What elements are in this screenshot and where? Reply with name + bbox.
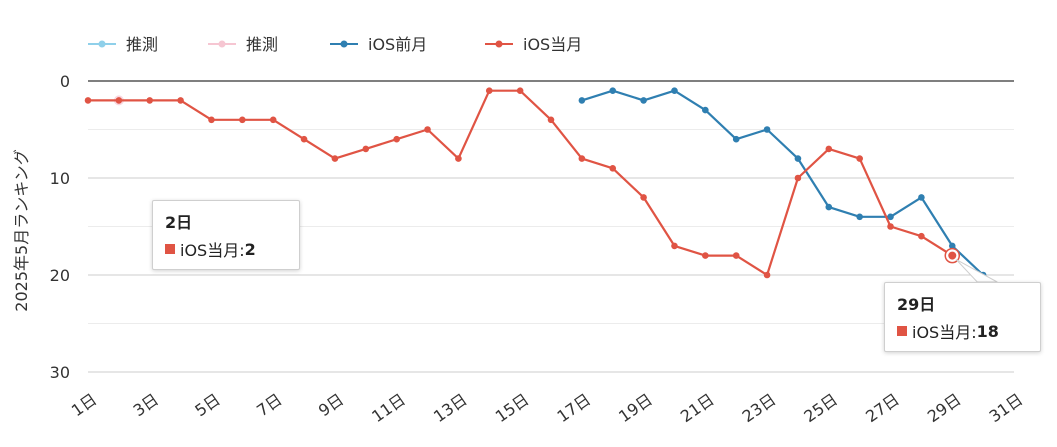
- data-point: [918, 194, 925, 201]
- legend-swatch-marker: [98, 40, 106, 48]
- x-tick-label: 7日: [253, 390, 285, 421]
- data-point: [362, 145, 370, 153]
- x-tick-label: 21日: [677, 390, 718, 426]
- x-tick-label: 23日: [739, 390, 780, 426]
- x-tick-label: 11日: [368, 390, 409, 426]
- data-point: [115, 97, 123, 104]
- y-axis-title: 2025年5月ランキング: [12, 149, 31, 311]
- tooltip-pointer: [955, 259, 998, 283]
- data-point: [918, 232, 925, 240]
- legend-label: iOS当月: [523, 35, 582, 54]
- data-point: [177, 97, 184, 104]
- tooltip-title: 29日: [897, 295, 936, 314]
- data-point: [208, 116, 215, 124]
- data-point: [794, 174, 802, 182]
- legend-label: 推測: [126, 35, 158, 54]
- x-tick-label: 13日: [430, 390, 471, 426]
- x-tick-label: 31日: [986, 390, 1027, 426]
- legend-label: 推測: [246, 35, 278, 54]
- data-point: [424, 126, 431, 133]
- legend-swatch-marker: [218, 40, 226, 48]
- data-point: [671, 87, 678, 94]
- y-tick-label: 0: [60, 72, 70, 91]
- data-point: [84, 97, 92, 104]
- data-point: [640, 97, 647, 104]
- x-tick-label: 5日: [191, 390, 223, 421]
- y-tick-label: 20: [50, 266, 70, 285]
- tooltip-value: 18: [976, 321, 999, 341]
- data-point: [455, 155, 462, 162]
- data-point: [578, 155, 586, 162]
- data-point: [702, 252, 709, 259]
- x-tick-label: 1日: [68, 390, 100, 421]
- data-point: [609, 165, 617, 172]
- x-tick-label: 25日: [800, 390, 841, 426]
- data-point: [763, 126, 771, 133]
- tooltip-day-2: 2日 iOS当月: 2: [152, 200, 300, 270]
- tooltip-series-label: iOS当月:: [912, 323, 977, 342]
- x-tick-label: 9日: [315, 390, 347, 421]
- data-point: [887, 213, 894, 221]
- legend-label: iOS前月: [368, 35, 427, 54]
- tooltip-row: iOS当月: 18: [897, 319, 1028, 343]
- data-point: [331, 155, 339, 162]
- data-point: [239, 116, 246, 124]
- x-tick-label: 27日: [862, 390, 903, 426]
- data-point: [856, 213, 863, 221]
- tooltip-title: 2日: [165, 213, 193, 232]
- y-tick-label: 30: [50, 363, 70, 382]
- data-point: [856, 155, 863, 162]
- data-point: [763, 271, 771, 279]
- x-tick-label: 3日: [130, 390, 162, 421]
- x-tick-label: 17日: [553, 390, 594, 426]
- series-swatch: [165, 244, 175, 254]
- data-point: [732, 135, 740, 143]
- series-swatch: [897, 326, 907, 336]
- data-point: [485, 87, 493, 94]
- data-point: [578, 97, 586, 104]
- data-point: [269, 116, 277, 124]
- series-line: [581, 89, 984, 276]
- tooltip-value: 2: [244, 239, 256, 259]
- data-point: [671, 242, 678, 250]
- y-tick-label: 10: [50, 169, 70, 188]
- data-point: [948, 242, 956, 250]
- data-point: [702, 106, 709, 114]
- x-tick-label: 29日: [924, 390, 965, 426]
- legend-swatch-marker: [495, 40, 503, 48]
- tooltip-day-29: 29日 iOS当月: 18: [884, 282, 1041, 352]
- data-point: [609, 87, 617, 94]
- data-point: [825, 145, 833, 153]
- x-tick-label: 15日: [492, 390, 533, 426]
- tooltip-row: iOS当月: 2: [165, 237, 287, 261]
- data-point: [516, 87, 524, 94]
- data-point: [300, 135, 308, 143]
- data-point: [794, 155, 802, 162]
- data-point: [146, 97, 154, 104]
- data-point: [732, 252, 740, 259]
- highlight-point: [948, 251, 957, 260]
- data-point: [640, 194, 647, 201]
- tooltip-series-label: iOS当月:: [180, 241, 245, 260]
- data-point: [825, 203, 833, 211]
- legend-swatch-marker: [340, 40, 348, 48]
- data-point: [887, 223, 894, 230]
- data-point: [393, 135, 400, 143]
- x-tick-label: 19日: [615, 390, 656, 426]
- data-point: [547, 116, 555, 124]
